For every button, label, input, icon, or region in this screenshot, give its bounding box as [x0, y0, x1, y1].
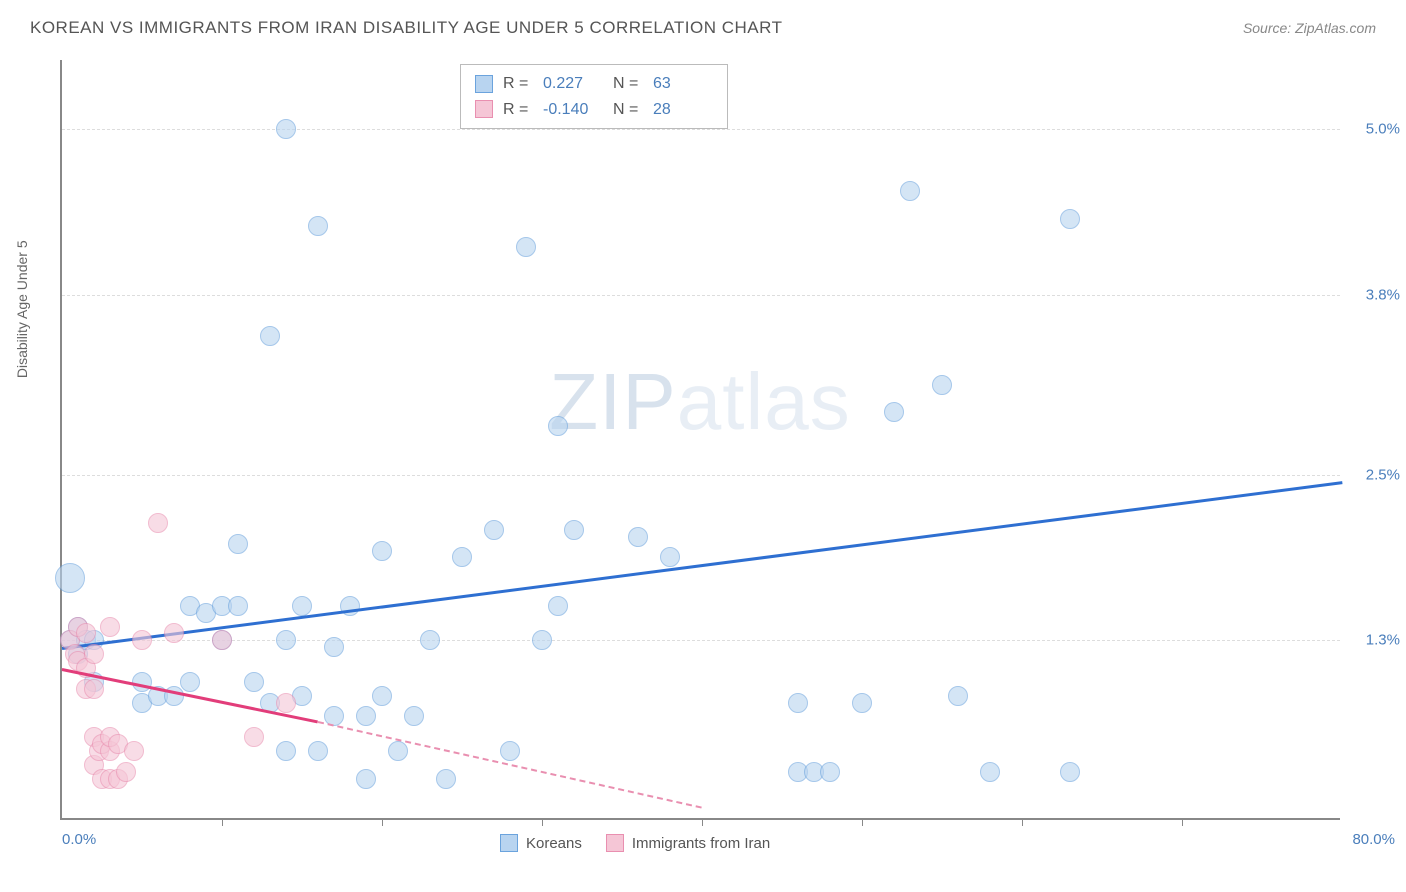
scatter-plot: Disability Age Under 5 0.0% 80.0% 1.3%2.…: [60, 60, 1340, 820]
series-legend: Koreans Immigrants from Iran: [500, 834, 770, 852]
data-point: [212, 630, 232, 650]
data-point: [820, 762, 840, 782]
data-point: [124, 741, 144, 761]
data-point: [564, 520, 584, 540]
chart-title: KOREAN VS IMMIGRANTS FROM IRAN DISABILIT…: [30, 18, 782, 38]
data-point: [228, 596, 248, 616]
n-value-koreans: 63: [653, 71, 713, 97]
data-point: [884, 402, 904, 422]
data-point: [900, 181, 920, 201]
grid-line: [62, 295, 1340, 296]
data-point: [788, 693, 808, 713]
x-axis-min-label: 0.0%: [62, 831, 96, 848]
data-point: [420, 630, 440, 650]
y-tick-label: 3.8%: [1350, 286, 1400, 303]
data-point: [1060, 209, 1080, 229]
series-name-koreans: Koreans: [526, 835, 582, 852]
data-point: [932, 375, 952, 395]
data-point: [148, 513, 168, 533]
data-point: [628, 527, 648, 547]
r-label: R =: [503, 71, 533, 97]
data-point: [116, 762, 136, 782]
data-point: [84, 644, 104, 664]
trend-line: [62, 481, 1342, 649]
x-tick: [222, 818, 223, 826]
correlation-legend: R = 0.227 N = 63 R = -0.140 N = 28: [460, 64, 728, 129]
data-point: [132, 630, 152, 650]
legend-row-koreans: R = 0.227 N = 63: [475, 71, 713, 97]
data-point: [164, 623, 184, 643]
data-point: [852, 693, 872, 713]
y-axis-label: Disability Age Under 5: [14, 240, 30, 378]
data-point: [532, 630, 552, 650]
data-point: [276, 693, 296, 713]
data-point: [356, 706, 376, 726]
x-tick: [702, 818, 703, 826]
grid-line: [62, 640, 1340, 641]
trend-line-extrapolated: [318, 721, 702, 809]
swatch-koreans: [500, 834, 518, 852]
data-point: [948, 686, 968, 706]
data-point: [308, 216, 328, 236]
data-point: [100, 617, 120, 637]
legend-item-koreans: Koreans: [500, 834, 582, 852]
swatch-koreans: [475, 75, 493, 93]
data-point: [180, 672, 200, 692]
data-point: [55, 563, 85, 593]
data-point: [372, 541, 392, 561]
data-point: [276, 119, 296, 139]
data-point: [276, 741, 296, 761]
n-label: N =: [613, 71, 643, 97]
data-point: [516, 237, 536, 257]
source-attribution: Source: ZipAtlas.com: [1243, 20, 1376, 36]
data-point: [660, 547, 680, 567]
data-point: [372, 686, 392, 706]
grid-line: [62, 475, 1340, 476]
chart-area: ZIPatlas Disability Age Under 5 0.0% 80.…: [60, 60, 1340, 820]
data-point: [292, 596, 312, 616]
data-point: [244, 672, 264, 692]
r-label: R =: [503, 97, 533, 123]
x-tick: [542, 818, 543, 826]
legend-row-iran: R = -0.140 N = 28: [475, 97, 713, 123]
data-point: [388, 741, 408, 761]
y-tick-label: 1.3%: [1350, 632, 1400, 649]
data-point: [84, 679, 104, 699]
x-axis-max-label: 80.0%: [1352, 831, 1395, 848]
data-point: [356, 769, 376, 789]
data-point: [1060, 762, 1080, 782]
y-tick-label: 5.0%: [1350, 121, 1400, 138]
swatch-iran: [475, 100, 493, 118]
data-point: [548, 416, 568, 436]
x-tick: [862, 818, 863, 826]
data-point: [484, 520, 504, 540]
data-point: [308, 741, 328, 761]
data-point: [436, 769, 456, 789]
data-point: [76, 623, 96, 643]
r-value-koreans: 0.227: [543, 71, 603, 97]
x-tick: [1182, 818, 1183, 826]
legend-item-iran: Immigrants from Iran: [606, 834, 770, 852]
data-point: [500, 741, 520, 761]
data-point: [228, 534, 248, 554]
n-value-iran: 28: [653, 97, 713, 123]
series-name-iran: Immigrants from Iran: [632, 835, 770, 852]
n-label: N =: [613, 97, 643, 123]
r-value-iran: -0.140: [543, 97, 603, 123]
data-point: [276, 630, 296, 650]
data-point: [452, 547, 472, 567]
y-tick-label: 2.5%: [1350, 466, 1400, 483]
data-point: [404, 706, 424, 726]
x-tick: [382, 818, 383, 826]
swatch-iran: [606, 834, 624, 852]
data-point: [324, 637, 344, 657]
data-point: [548, 596, 568, 616]
data-point: [244, 727, 264, 747]
grid-line: [62, 129, 1340, 130]
data-point: [980, 762, 1000, 782]
x-tick: [1022, 818, 1023, 826]
data-point: [260, 326, 280, 346]
